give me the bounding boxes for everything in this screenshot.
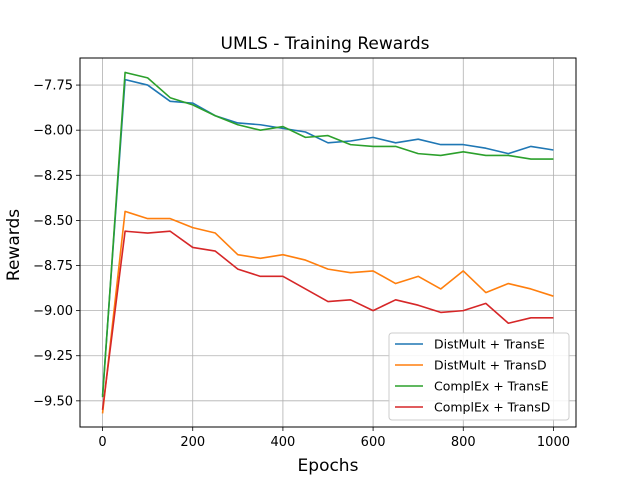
y-axis-label: Rewards: [4, 209, 24, 281]
y-tick-label: −8.50: [33, 214, 73, 229]
legend-entry: DistMult + TransD: [434, 358, 547, 373]
x-tick-label: 200: [180, 435, 205, 450]
y-tick-label: −7.75: [33, 79, 73, 94]
x-tick-label: 1000: [537, 435, 570, 450]
y-tick-label: −8.75: [33, 259, 73, 274]
series-line-complex-transe: [101, 71, 554, 398]
x-tick-label: 800: [451, 435, 476, 450]
y-tick-label: −9.00: [33, 304, 73, 319]
x-axis-ticks: 0 200 400 600 800 1000: [98, 427, 570, 450]
legend: DistMult + TransE DistMult + TransD ComplE…: [388, 332, 570, 421]
chart-title: UMLS - Training Rewards: [221, 34, 430, 54]
legend-entry: ComplEx + TransE: [434, 379, 549, 394]
y-tick-label: −8.25: [33, 169, 73, 184]
series-line-distmult-transe: [101, 78, 554, 396]
legend-box: [388, 332, 570, 421]
y-axis-ticks: −9.50 −9.25 −9.00 −8.75 −8.50 −8.25 −8.00 −7.75: [33, 79, 80, 409]
y-tick-label: −8.00: [33, 124, 73, 139]
y-tick-label: −9.25: [33, 349, 73, 364]
legend-entry: ComplEx + TransD: [434, 400, 550, 415]
series-line-complex-transd: [101, 230, 554, 410]
grid: [80, 58, 576, 427]
legend-items: DistMult + TransE DistMult + TransD ComplE…: [395, 337, 550, 415]
x-tick-label: 0: [98, 435, 106, 450]
series-lines: [101, 71, 554, 414]
y-tick-label: −9.50: [33, 394, 73, 409]
series-line-distmult-transd: [101, 210, 554, 414]
x-tick-label: 400: [270, 435, 295, 450]
x-tick-label: 600: [361, 435, 386, 450]
plot-frame: [79, 57, 577, 428]
legend-entry: DistMult + TransE: [434, 337, 545, 352]
x-axis-label: Epochs: [298, 456, 359, 476]
